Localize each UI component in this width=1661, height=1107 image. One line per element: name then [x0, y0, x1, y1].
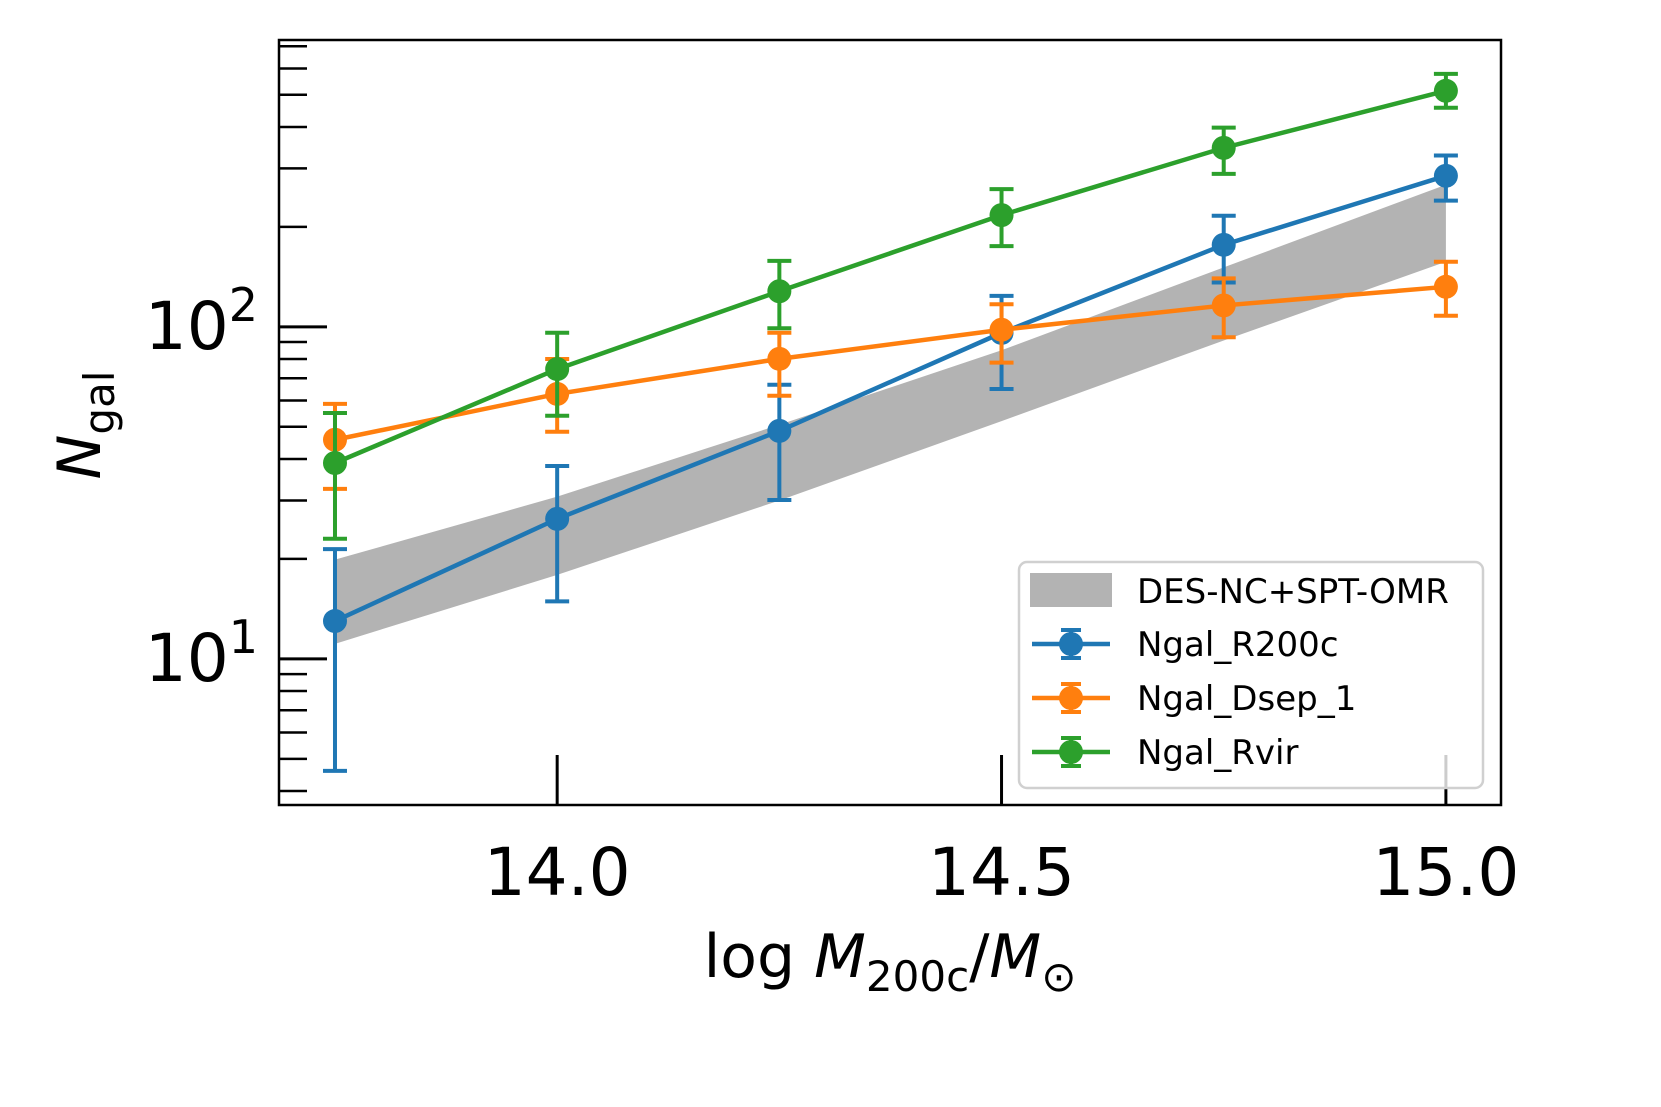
data-point — [1433, 163, 1458, 188]
x-tick-label: 14.0 — [484, 834, 631, 911]
legend-marker — [1059, 686, 1083, 710]
plot-frame — [277, 38, 1503, 807]
legend-box — [1017, 560, 1485, 790]
legend-label: Ngal_R200c — [1137, 625, 1339, 665]
data-point — [1211, 135, 1236, 160]
legend-marker — [1059, 632, 1083, 656]
legend-marker — [1059, 740, 1083, 764]
series-Ngal_R200c — [322, 153, 1458, 773]
band-layer — [334, 184, 1446, 644]
data-point — [322, 609, 347, 634]
series-line — [334, 88, 1447, 466]
x-tick-label: 15.0 — [1372, 834, 1519, 911]
data-point — [1433, 274, 1458, 299]
data-point — [767, 418, 792, 443]
x-axis-label: log M200c/M⊙ — [704, 922, 1077, 1001]
data-point — [989, 317, 1014, 342]
data-point — [767, 279, 792, 304]
legend-label: Ngal_Dsep_1 — [1137, 679, 1356, 719]
series-line — [334, 284, 1447, 442]
legend-swatch-band — [1030, 573, 1112, 607]
data-point — [1211, 232, 1236, 257]
legend-label: DES-NC+SPT-OMR — [1137, 572, 1449, 612]
series-Ngal_Rvir — [322, 71, 1458, 541]
data-point — [322, 450, 347, 475]
series-layer — [322, 71, 1458, 773]
y-axis-label: Ngal — [45, 371, 124, 480]
legend: DES-NC+SPT-OMR Ngal_R200c Ngal_Dsep_1 Ngal_… — [1017, 560, 1485, 790]
axes: 14.0 14.5 15.0 101 102 — [145, 38, 1519, 911]
y-tick-label: 102 — [145, 278, 258, 365]
data-point — [767, 346, 792, 371]
data-point — [545, 357, 570, 382]
data-point — [1211, 293, 1236, 318]
legend-label: Ngal_Rvir — [1137, 733, 1298, 773]
series-line — [334, 173, 1447, 624]
data-point — [1433, 78, 1458, 103]
x-tick-label: 14.5 — [928, 834, 1075, 911]
data-point — [545, 506, 570, 531]
confidence-band — [334, 184, 1446, 644]
data-point — [989, 203, 1014, 228]
y-tick-label: 101 — [145, 610, 258, 697]
